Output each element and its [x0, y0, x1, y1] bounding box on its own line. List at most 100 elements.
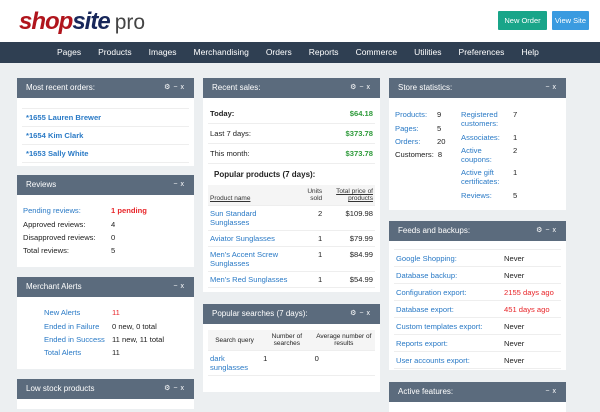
recent-orders-panel: Most recent orders: ⚙−x *1655 Lauren Brew… [17, 78, 194, 166]
nav-images[interactable]: Images [148, 47, 177, 57]
stat-label[interactable]: Reviews: [461, 190, 492, 200]
row-label[interactable]: Ended in Success [44, 334, 105, 344]
panel-controls[interactable]: ⚙−x [350, 310, 373, 317]
stat-row: Approved reviews: 4 [23, 217, 188, 230]
row-label: Last 7 days: [210, 129, 251, 138]
order-link[interactable]: *1653 Sally White [22, 145, 189, 163]
search-query-link[interactable]: dark sunglasses [208, 350, 262, 376]
stat-label[interactable]: Active gift certificates: [461, 168, 500, 187]
cell: 1 [298, 230, 325, 247]
popular-searches-panel: Popular searches (7 days): ⚙−x Search que… [203, 304, 380, 392]
row-value: 11 [112, 348, 120, 358]
panel-title: Recent sales: [212, 83, 261, 92]
table-row: dark sunglasses 1 0 [208, 350, 375, 376]
row-label[interactable]: User accounts export: [396, 355, 470, 365]
row-value: 0 new, 0 total [112, 321, 157, 331]
nav-products[interactable]: Products [98, 47, 132, 57]
cell: $84.99 [324, 246, 375, 272]
stat-row: Associates: 1 [461, 130, 517, 143]
stat-value: 8 [437, 150, 443, 160]
row-label[interactable]: Database export: [396, 304, 454, 314]
stat-row: Custom templates export: Never [394, 318, 561, 335]
panel-title: Store statistics: [398, 83, 453, 92]
nav-utilities[interactable]: Utilities [414, 47, 442, 57]
stat-row: Active coupons: 2 [461, 144, 517, 166]
cell: $54.99 [324, 271, 375, 288]
panel-controls[interactable]: ⚙−x [536, 227, 559, 234]
stat-row: Reports export: Never [394, 335, 561, 352]
panel-controls[interactable]: ⚙−x [350, 84, 373, 91]
row-label[interactable]: Custom templates export: [396, 321, 483, 331]
row-label[interactable]: Configuration export: [396, 287, 467, 297]
panel-title: Active features: [398, 387, 454, 396]
column-header[interactable]: Product name [208, 185, 298, 206]
order-link[interactable]: *1654 Kim Clark [22, 127, 189, 145]
column-header[interactable]: Units sold [298, 185, 325, 206]
column-header: Search query [208, 330, 262, 351]
row-label[interactable]: Pending reviews: [23, 206, 81, 216]
column-header: Average number of results [312, 330, 375, 351]
row-value: Never [504, 355, 525, 365]
row-label: Total reviews: [23, 246, 69, 256]
row-label[interactable]: Database backup: [396, 270, 458, 280]
row-label[interactable]: New Alerts [44, 308, 81, 318]
stat-label[interactable]: Active coupons: [461, 145, 492, 164]
panel-title: Merchant Alerts [26, 282, 82, 291]
new-order-button[interactable]: New Order [498, 11, 547, 30]
column-header: Number of searches [261, 330, 313, 351]
stat-label[interactable]: Registered customers: [461, 110, 499, 129]
panel-controls[interactable]: −x [173, 181, 187, 188]
table-header: Search query Number of searches Average nu… [208, 330, 375, 351]
stat-row: Pages: 5 [395, 121, 461, 134]
stat-row: Ended in Success 11 new, 11 total [44, 333, 194, 346]
stat-label[interactable]: Pages: [395, 123, 419, 133]
product-link[interactable]: Men's Red Sunglasses [208, 271, 298, 288]
product-link[interactable]: Men's Accent Screw Sunglasses [208, 246, 298, 272]
nav-orders[interactable]: Orders [265, 47, 292, 57]
row-label: Approved reviews: [23, 219, 86, 229]
product-link[interactable]: Aviator Sunglasses [208, 230, 298, 247]
nav-commerce[interactable]: Commerce [355, 47, 398, 57]
row-value: 2155 days ago [504, 287, 554, 297]
order-link[interactable]: *1655 Lauren Brewer [22, 109, 189, 127]
nav-preferences[interactable]: Preferences [458, 47, 505, 57]
stat-value: 5 [437, 123, 442, 133]
panel-controls[interactable]: −x [545, 84, 559, 91]
panel-controls[interactable]: −x [545, 388, 559, 395]
row-value: 11 [112, 308, 120, 318]
header: shopsite pro New Order View Site [0, 0, 600, 42]
stat-row: Total Alerts 11 [44, 346, 194, 359]
nav-help[interactable]: Help [521, 47, 539, 57]
stat-label[interactable]: Products: [395, 110, 428, 120]
nav-reports[interactable]: Reports [308, 47, 339, 57]
view-site-button[interactable]: View Site [552, 11, 589, 30]
row-value: 1 pending [111, 206, 147, 216]
nav-pages[interactable]: Pages [57, 47, 82, 57]
row-value: $373.78 [345, 149, 373, 158]
row-label[interactable]: Reports export: [396, 338, 448, 348]
stat-row: Ended in Failure 0 new, 0 total [44, 319, 194, 332]
main-nav: Pages Products Images Merchandising Orders Re… [0, 42, 600, 63]
cell: 0 [312, 350, 375, 376]
panel-controls[interactable]: ⚙−x [164, 84, 187, 91]
panel-controls[interactable]: ⚙−x [164, 385, 187, 392]
panel-title: Most recent orders: [26, 83, 95, 92]
column-header[interactable]: Total price of products [324, 185, 375, 206]
row-value: Never [504, 338, 525, 348]
stat-label[interactable]: Orders: [395, 136, 421, 146]
row-label[interactable]: Total Alerts [44, 348, 82, 358]
row-value: 451 days ago [504, 304, 550, 314]
product-link[interactable]: Sun Standard Sunglasses [208, 205, 298, 231]
row-label[interactable]: Google Shopping: [396, 253, 457, 263]
cell: 1 [261, 350, 313, 376]
stat-label[interactable]: Associates: [461, 132, 500, 142]
nav-merchandising[interactable]: Merchandising [193, 47, 249, 57]
merchant-alerts-panel: Merchant Alerts −x New Alerts 11 Ended in F… [17, 277, 194, 369]
table-row: Men's Red Sunglasses 1 $54.99 [208, 271, 375, 288]
row-value: 5 [111, 246, 116, 256]
shopsite-logo[interactable]: shopsite pro [19, 8, 146, 35]
stat-row: Database export: 451 days ago [394, 301, 561, 318]
row-label[interactable]: Ended in Failure [44, 321, 100, 331]
stat-value: 1 [513, 132, 518, 142]
panel-controls[interactable]: −x [173, 283, 187, 290]
